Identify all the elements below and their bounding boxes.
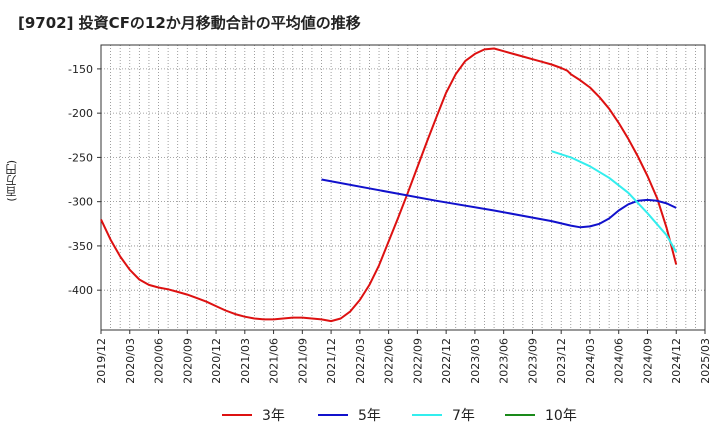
x-tick-label: 2021/12 — [325, 338, 338, 384]
legend-swatch — [222, 414, 252, 416]
x-tick-label: 2024/03 — [584, 338, 597, 384]
x-tick-label: 2024/06 — [613, 338, 626, 384]
axes — [97, 44, 706, 334]
y-tick-label: -400 — [68, 284, 93, 297]
x-tick-label: 2020/03 — [124, 338, 137, 384]
y-tick-label: -300 — [68, 196, 93, 209]
chart-title: [9702] 投資CFの12か月移動合計の平均値の推移 — [18, 14, 361, 32]
x-tick-label: 2023/12 — [555, 338, 568, 384]
plot-frame — [100, 44, 706, 331]
legend-swatch — [412, 414, 442, 416]
x-tick-label: 2020/12 — [210, 338, 223, 384]
y-tick-label: -200 — [68, 107, 93, 120]
x-tick-label: 2021/06 — [268, 338, 281, 384]
x-tick-label: 2021/03 — [239, 338, 252, 384]
legend-item-1: 5年 — [318, 403, 381, 427]
grid — [100, 45, 706, 330]
x-tick-label: 2024/12 — [670, 338, 683, 384]
x-tick-label: 2024/09 — [641, 338, 654, 384]
legend-label: 10年 — [545, 408, 577, 424]
legend-swatch — [505, 414, 535, 416]
x-tick-label: 2023/03 — [469, 338, 482, 384]
x-tick-label: 2020/09 — [181, 338, 194, 384]
series-lines — [100, 47, 678, 323]
x-tick-label: 2022/03 — [354, 338, 367, 384]
x-tick-label: 2019/12 — [95, 338, 108, 384]
chart-plot: 2019/12 2020/03 2020/06 2020/09 2020/12 2021/… — [68, 44, 712, 384]
x-tick-label: 2023/06 — [498, 338, 511, 384]
x-tick-label: 2022/12 — [440, 338, 453, 384]
legend-label: 7年 — [452, 408, 475, 424]
legend-item-3: 10年 — [505, 403, 577, 427]
x-tick-label: 2020/06 — [153, 338, 166, 384]
legend-label: 3年 — [262, 408, 285, 424]
y-tick-label: -250 — [68, 151, 93, 164]
legend: 3年 5年 7年 10年 — [0, 403, 720, 427]
legend-swatch — [318, 414, 348, 416]
legend-item-0: 3年 — [222, 403, 285, 427]
legend-label: 5年 — [358, 408, 381, 424]
series-line-1 — [321, 178, 677, 229]
x-tick-label: 2022/06 — [383, 338, 396, 384]
y-tick-label: -350 — [68, 240, 93, 253]
series-line-2 — [551, 150, 678, 253]
x-tick-label: 2023/09 — [526, 338, 539, 384]
legend-item-2: 7年 — [412, 403, 475, 427]
y-tick-label: -150 — [68, 63, 93, 76]
series-line-0 — [100, 47, 678, 323]
x-tick-label: 2021/09 — [296, 338, 309, 384]
x-tick-label: 2022/09 — [411, 338, 424, 384]
tick-labels: 2019/12 2020/03 2020/06 2020/09 2020/12 2021/… — [68, 63, 712, 384]
x-tick-label: 2025/03 — [699, 338, 712, 384]
